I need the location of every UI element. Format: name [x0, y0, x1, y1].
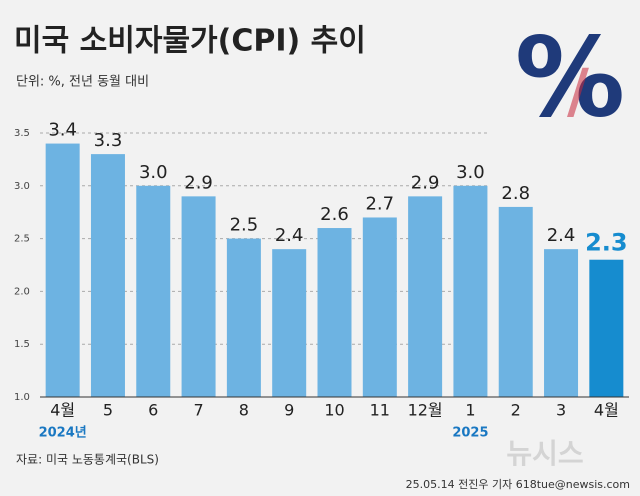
- x-tick-label: 11: [370, 401, 390, 420]
- x-tick-label: 4월: [50, 401, 75, 420]
- y-tick-label: 2.5: [14, 234, 30, 245]
- bar: [45, 143, 80, 397]
- value-label: 2.7: [365, 193, 394, 214]
- value-label: 3.4: [48, 120, 77, 141]
- value-label: 3.0: [456, 162, 485, 183]
- x-tick-label: 6: [148, 401, 158, 420]
- x-tick-label: 7: [193, 401, 203, 420]
- credit: 25.05.14 전진우 기자 618tue@newsis.com: [406, 478, 630, 491]
- y-tick-label: 3.5: [14, 128, 30, 139]
- x-tick-label: 4월: [594, 401, 619, 420]
- y-tick-label: 1.5: [14, 339, 30, 350]
- watermark: 뉴시스: [506, 437, 583, 470]
- y-tick-label: 3.0: [14, 181, 30, 192]
- x-tick-label: 2: [511, 401, 521, 420]
- bar: [90, 154, 125, 397]
- bar: [317, 228, 352, 397]
- value-label: 2.9: [411, 172, 440, 193]
- bar: [589, 259, 624, 397]
- icon-accent: /: [567, 57, 589, 127]
- x-tick-label: 8: [239, 401, 249, 420]
- value-label: 2.9: [184, 172, 213, 193]
- value-label: 2.3: [585, 229, 628, 257]
- x-tick-label: 12월: [408, 401, 443, 420]
- value-label: 2.6: [320, 204, 349, 225]
- bar: [181, 196, 216, 397]
- y-tick-label: 2.0: [14, 286, 30, 297]
- chart-title: 미국 소비자물가(CPI) 추이: [14, 24, 366, 59]
- value-label: 3.0: [139, 162, 168, 183]
- x-tick-label: 5: [103, 401, 113, 420]
- y-tick-label: 1.0: [14, 392, 30, 403]
- year-label: 2025: [452, 426, 488, 441]
- x-tick-label: 10: [324, 401, 344, 420]
- bar: [136, 185, 171, 397]
- bar: [498, 206, 533, 397]
- x-tick-label: 3: [556, 401, 566, 420]
- bar: [272, 249, 307, 397]
- value-label: 2.8: [501, 183, 530, 204]
- bar: [453, 185, 488, 397]
- value-label: 2.5: [230, 215, 259, 236]
- x-tick-label: 9: [284, 401, 294, 420]
- x-tick-label: 1: [465, 401, 475, 420]
- bar: [544, 249, 579, 397]
- bar: [408, 196, 443, 397]
- value-label: 3.3: [94, 130, 123, 151]
- value-label: 2.4: [275, 225, 304, 246]
- bar: [362, 217, 397, 397]
- chart-subtitle: 단위: %, 전년 동월 대비: [16, 75, 149, 90]
- source: 자료: 미국 노동통계국(BLS): [16, 453, 159, 467]
- percent-icon: % /: [515, 13, 625, 141]
- bar: [226, 238, 261, 397]
- icon-glyph: %: [515, 13, 625, 141]
- value-label: 2.4: [547, 225, 576, 246]
- year-label: 2024년: [39, 426, 87, 441]
